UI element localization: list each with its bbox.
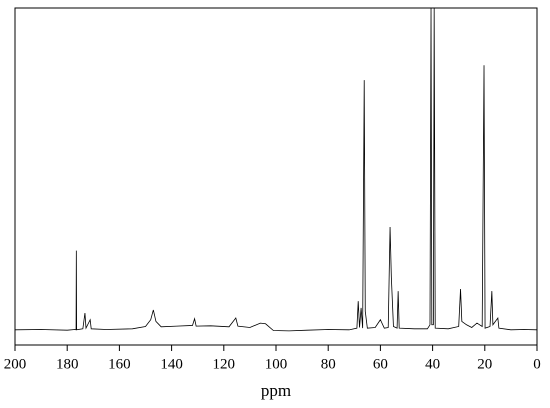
x-tick-label: 160	[108, 356, 131, 372]
x-tick-label: 20	[477, 356, 492, 372]
x-tick-label: 60	[373, 356, 388, 372]
x-tick-label: 80	[321, 356, 336, 372]
x-tick-label: 180	[56, 356, 79, 372]
x-tick-label: 100	[265, 356, 288, 372]
x-tick-label: 120	[213, 356, 236, 372]
plot-frame	[14, 7, 538, 346]
x-tick-label: 0	[533, 356, 541, 372]
x-tick-label: 200	[4, 356, 27, 372]
x-tick-label: 40	[425, 356, 440, 372]
x-tick-label: 140	[160, 356, 183, 372]
x-axis-label: ppm	[261, 381, 291, 400]
spectrum-line	[14, 7, 538, 332]
